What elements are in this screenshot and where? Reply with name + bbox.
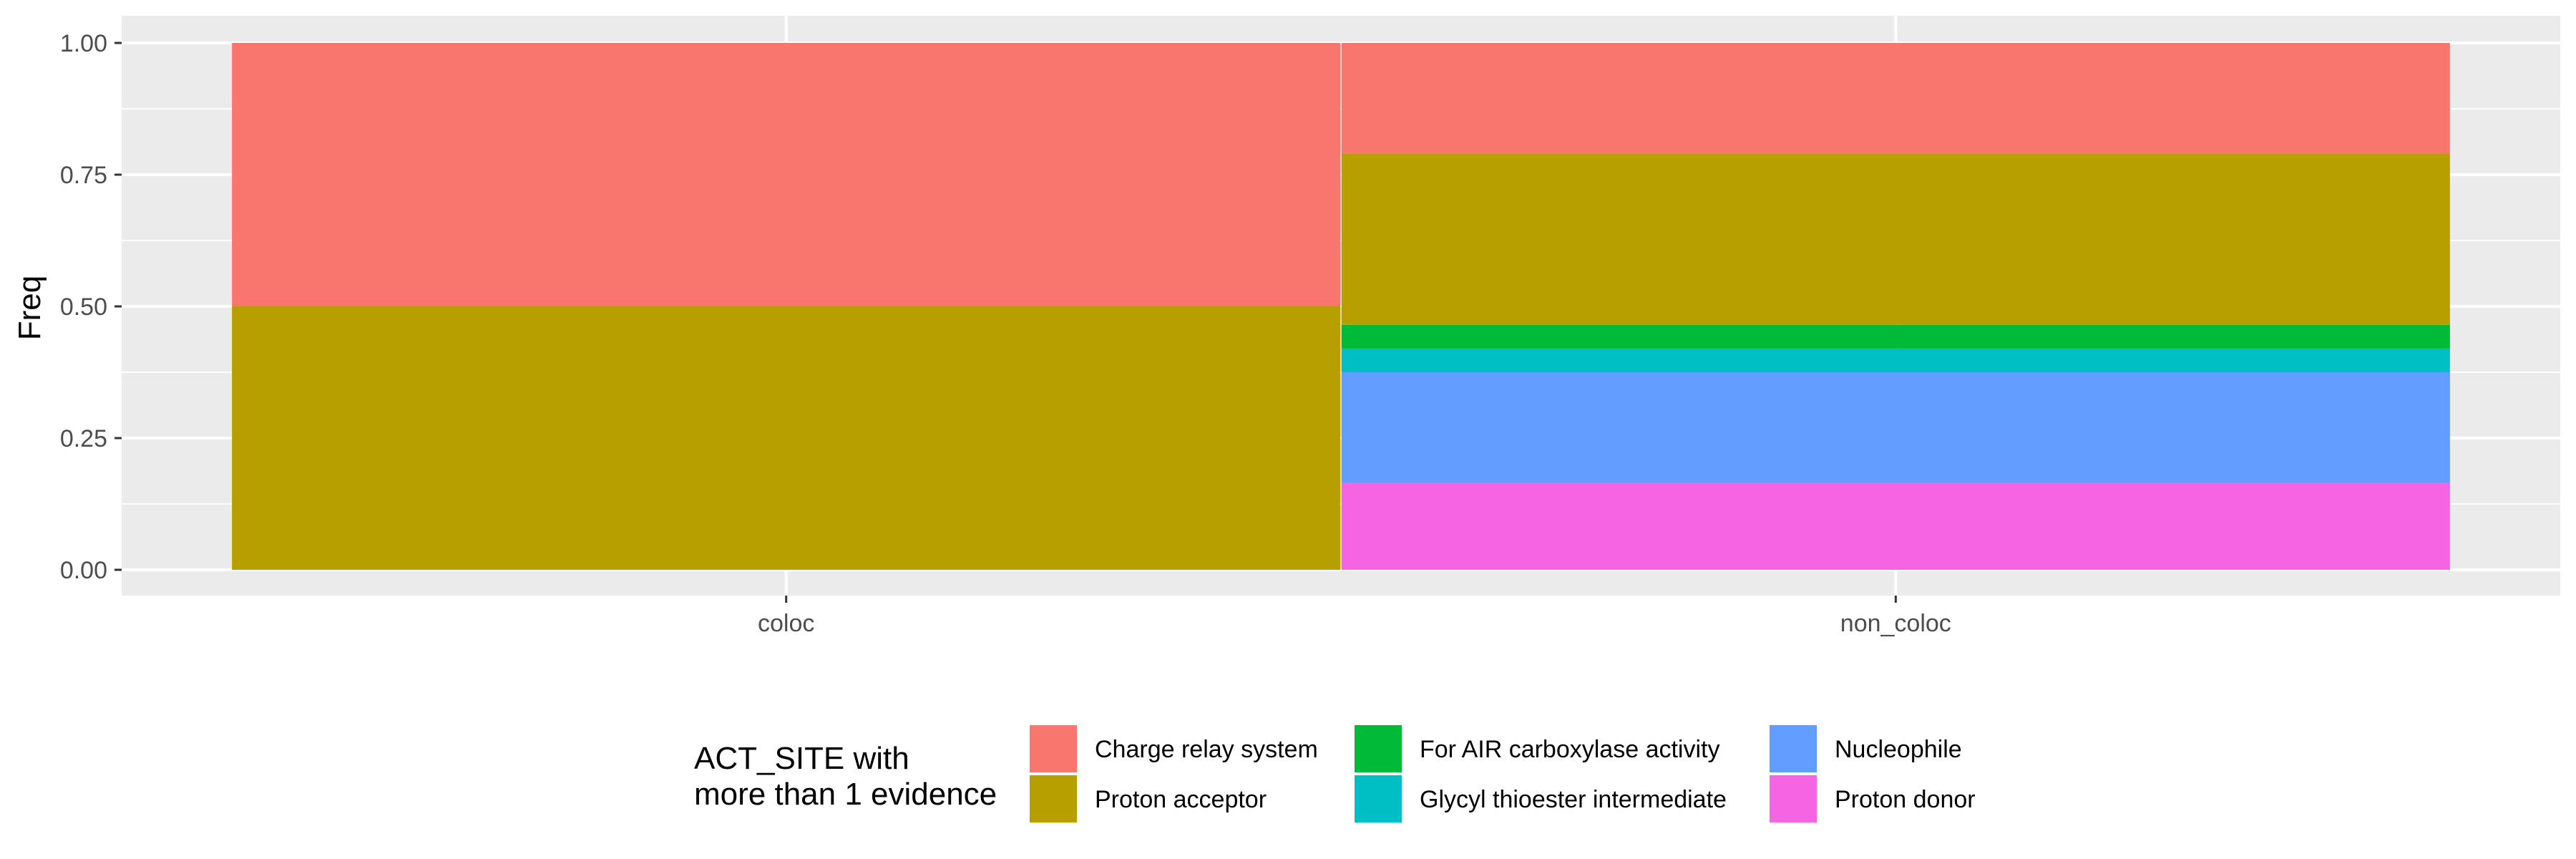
- legend-key: [1768, 724, 1818, 774]
- x-tick-label: coloc: [758, 610, 814, 637]
- bar-segment: [1341, 482, 2450, 570]
- bars: [232, 43, 2450, 570]
- legend-label: Charge relay system: [1095, 736, 1318, 763]
- legend-key: [1768, 774, 1818, 824]
- y-tick-label: 1.00: [60, 30, 107, 57]
- y-axis-title: Freq: [12, 276, 47, 340]
- bar-segment: [1341, 153, 2450, 325]
- y-tick-label: 0.25: [60, 425, 107, 452]
- bar-segment: [1341, 372, 2450, 483]
- legend-label: Proton acceptor: [1095, 786, 1267, 813]
- legend-key: [1028, 774, 1078, 824]
- bar-segment: [1341, 324, 2450, 349]
- x-axis: coloc non_coloc: [758, 596, 1951, 637]
- legend-label: Proton donor: [1835, 786, 1976, 813]
- bar-segment: [1341, 348, 2450, 372]
- x-tick-label: non_coloc: [1840, 610, 1951, 637]
- legend-key: [1353, 774, 1403, 824]
- bar-segment: [1341, 43, 2450, 154]
- legend-key: [1028, 724, 1078, 774]
- legend-label: Nucleophile: [1835, 736, 1962, 763]
- y-tick-label: 0.75: [60, 162, 107, 189]
- legend-title: ACT_SITE with more than 1 evidence: [694, 741, 997, 812]
- bar-segment: [232, 43, 1341, 306]
- y-axis: 0.00 0.25 0.50 0.75 1.00: [60, 30, 122, 584]
- legend-items: Charge relay system Proton acceptor For AI…: [1028, 724, 1976, 824]
- legend-title-line-1: ACT_SITE with: [694, 741, 909, 776]
- legend-label: For AIR carboxylase activity: [1420, 736, 1719, 763]
- legend-title-line-2: more than 1 evidence: [694, 777, 997, 812]
- bar-segment: [232, 306, 1341, 570]
- y-tick-label: 0.50: [60, 293, 107, 321]
- legend-label: Glycyl thioester intermediate: [1420, 786, 1727, 813]
- y-tick-label: 0.00: [60, 557, 107, 584]
- legend-key: [1353, 724, 1403, 774]
- legend: ACT_SITE with more than 1 evidence Charg…: [694, 724, 1976, 824]
